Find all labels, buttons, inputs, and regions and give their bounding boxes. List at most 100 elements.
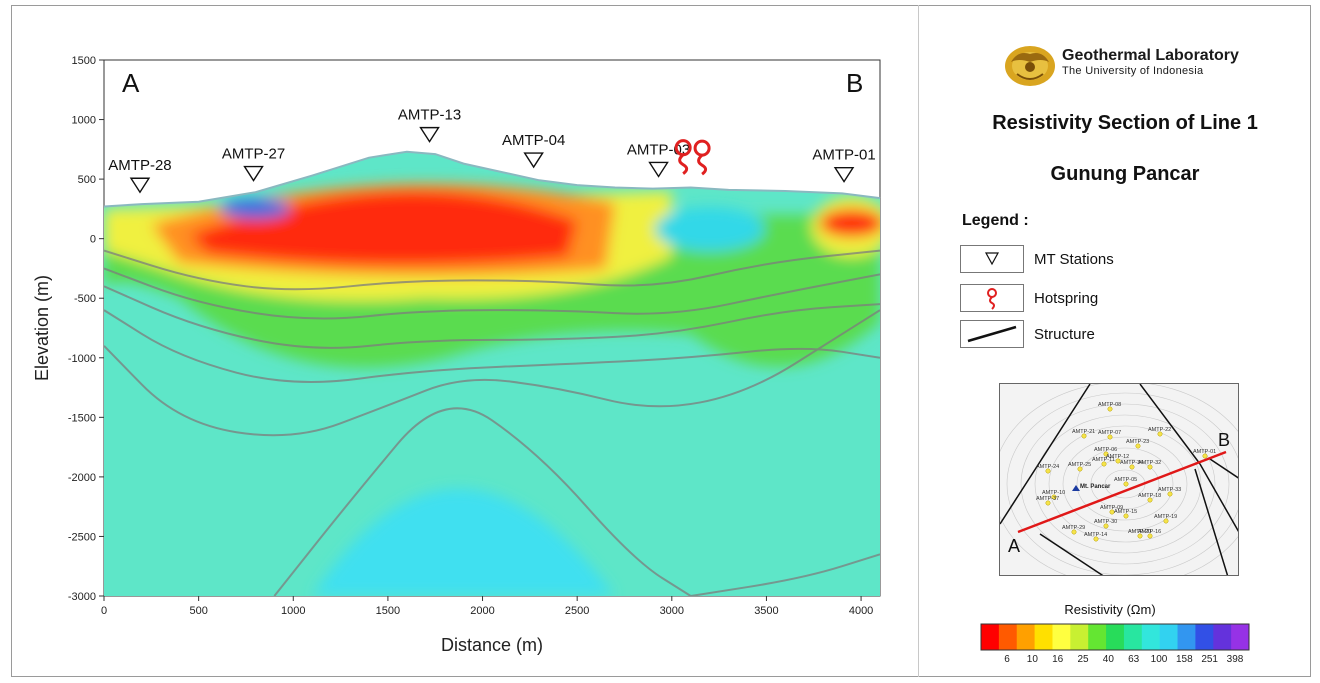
station-label: AMTP-04	[502, 132, 565, 149]
deep-conductive-core	[312, 488, 616, 596]
map-station-dot	[1103, 523, 1109, 529]
y-tick-label: -1000	[68, 353, 96, 365]
y-tick-label: 0	[90, 234, 96, 246]
y-tick-label: -500	[74, 293, 96, 305]
conductive-pocket-west	[220, 198, 291, 219]
x-tick-label: 2500	[565, 605, 589, 617]
y-tick-label: -3000	[68, 591, 96, 603]
map-station-dot	[1147, 464, 1153, 470]
x-tick-label: 3000	[660, 605, 684, 617]
contour-line	[690, 553, 880, 596]
contour-line	[273, 407, 692, 596]
map-station-label: AMTP-30	[1094, 519, 1117, 525]
figure-frame	[11, 5, 1311, 677]
map-station-label: AMTP-32	[1138, 460, 1161, 466]
map-station-dot	[1051, 494, 1057, 500]
legend-mt-station-swatch	[960, 245, 1024, 273]
map-contour	[1034, 414, 1216, 554]
hotspring-icon	[674, 139, 692, 175]
map-station-label: AMTP-25	[1068, 462, 1091, 468]
legend-mt-station-label: MT Stations	[1034, 251, 1114, 268]
map-station-dot	[1135, 443, 1141, 449]
corner-label-a: A	[122, 68, 140, 98]
map-station-label: AMTP-19	[1154, 514, 1177, 520]
map-structure-line	[1209, 458, 1238, 479]
map-station-dot	[1202, 453, 1208, 459]
map-profile-line	[1017, 450, 1227, 534]
x-tick-label: 0	[101, 605, 107, 617]
map-station-label: AMTP-11	[1092, 457, 1115, 463]
colorbar-title: Resistivity (Ωm)	[1064, 602, 1156, 617]
map-station-dot	[1093, 536, 1099, 542]
map-station-label: AMTP-22	[1148, 427, 1171, 433]
station-label: AMTP-28	[108, 157, 171, 174]
map-station-label: AMTP-14	[1084, 532, 1107, 538]
map-station-dot	[1123, 513, 1129, 519]
location-map: AMTP-08 AMTP-21 AMTP-07 AMTP-22 AMTP-23 AMTP-…	[999, 383, 1239, 576]
y-axis-title: Elevation (m)	[32, 275, 52, 381]
map-station-label: AMTP-09	[1100, 505, 1123, 511]
map-station-label: AMTP-05	[1114, 477, 1137, 483]
map-station-dot	[1045, 468, 1051, 474]
red-patch-east	[819, 209, 880, 238]
resistivity-anomalies	[104, 183, 880, 596]
map-station-dot	[1107, 434, 1113, 440]
map-station-dot	[1163, 518, 1169, 524]
map-station-label: AMTP-23	[1126, 439, 1149, 445]
map-contour	[1062, 436, 1188, 532]
map-station-label: AMTP-37	[1036, 496, 1059, 502]
summit-label: Mt. Pancar	[1080, 484, 1111, 490]
map-station-label: AMTP-34	[1120, 460, 1143, 466]
map-station-dot	[1101, 461, 1107, 467]
map-contour	[1048, 425, 1202, 543]
lab-name: Geothermal Laboratory	[1062, 47, 1239, 64]
map-station-label: AMTP-20	[1128, 529, 1151, 535]
map-station-dot	[1123, 481, 1129, 487]
map-contour	[1090, 458, 1160, 510]
map-contour	[1006, 392, 1238, 575]
map-station-dot	[1077, 466, 1083, 472]
map-station-label: AMTP-24	[1036, 464, 1059, 470]
map-station-dot	[1109, 509, 1115, 515]
legend-hotspring-label: Hotspring	[1034, 290, 1099, 307]
legend-title: Legend :	[962, 212, 1029, 229]
map-station-label: AMTP-29	[1062, 525, 1085, 531]
y-tick-label: -1500	[68, 412, 96, 424]
map-station-dot	[1137, 533, 1143, 539]
map-station-label: AMTP-10	[1042, 490, 1065, 496]
contour-line	[104, 309, 880, 437]
legend-structure-label: Structure	[1034, 326, 1095, 343]
contour-line	[104, 309, 880, 383]
map-station-label: AMTP-15	[1114, 509, 1137, 515]
map-contour	[1076, 447, 1174, 521]
station-label: AMTP-27	[222, 146, 285, 163]
contour-line	[104, 267, 880, 320]
y-tick-label: 1000	[72, 115, 96, 127]
map-structure-line	[1000, 384, 1091, 525]
x-tick-label: 1500	[376, 605, 400, 617]
map-station-dot	[1147, 533, 1153, 539]
hotspring-icon	[987, 288, 997, 310]
station-label: AMTP-01	[812, 147, 875, 164]
map-station-dot	[1103, 451, 1109, 457]
conductive-pocket-hotspring	[654, 207, 765, 252]
map-station-label: AMTP-01	[1193, 449, 1216, 455]
map-station-label: AMTP-06	[1094, 447, 1117, 453]
x-tick-label: 1000	[281, 605, 305, 617]
lab-university: The University of Indonesia	[1062, 65, 1204, 77]
station-label: AMTP-13	[398, 107, 461, 124]
station-triangle-icon	[648, 161, 669, 178]
location-map-drawing: AMTP-08 AMTP-21 AMTP-07 AMTP-22 AMTP-23 AMTP-…	[1000, 384, 1238, 575]
map-structure-line	[1139, 384, 1201, 465]
section-title: Resistivity Section of Line 1	[992, 112, 1258, 134]
map-station-label: AMTP-16	[1138, 529, 1161, 535]
topography-line	[103, 150, 881, 208]
map-station-label: AMTP-18	[1138, 493, 1161, 499]
map-label-b: B	[1218, 430, 1230, 450]
station-triangle-icon	[523, 152, 544, 169]
y-tick-label: 500	[78, 174, 96, 186]
map-station-label: AMTP-12	[1106, 454, 1129, 460]
resistivity-field	[104, 151, 880, 596]
map-station-label: AMTP-08	[1098, 402, 1121, 408]
station-triangle-icon	[243, 165, 264, 182]
